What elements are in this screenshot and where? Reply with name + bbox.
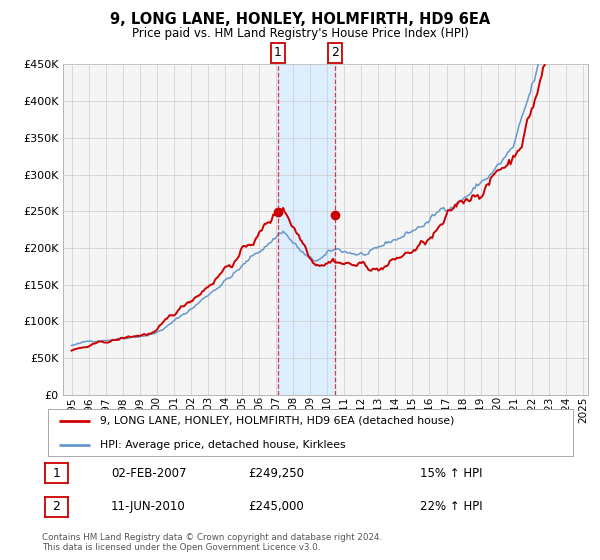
Text: 11-JUN-2010: 11-JUN-2010 [111,500,186,514]
Text: £249,250: £249,250 [248,466,304,480]
Text: 22% ↑ HPI: 22% ↑ HPI [420,500,482,514]
Text: This data is licensed under the Open Government Licence v3.0.: This data is licensed under the Open Gov… [42,543,320,552]
Text: 2: 2 [331,46,338,59]
Text: Contains HM Land Registry data © Crown copyright and database right 2024.: Contains HM Land Registry data © Crown c… [42,533,382,542]
Text: HPI: Average price, detached house, Kirklees: HPI: Average price, detached house, Kirk… [101,440,346,450]
Text: 9, LONG LANE, HONLEY, HOLMFIRTH, HD9 6EA: 9, LONG LANE, HONLEY, HOLMFIRTH, HD9 6EA [110,12,490,27]
Text: £245,000: £245,000 [248,500,304,514]
Text: 9, LONG LANE, HONLEY, HOLMFIRTH, HD9 6EA (detached house): 9, LONG LANE, HONLEY, HOLMFIRTH, HD9 6EA… [101,416,455,426]
Text: 15% ↑ HPI: 15% ↑ HPI [420,466,482,480]
Text: 1: 1 [52,466,61,480]
Text: 2: 2 [52,500,61,514]
Text: 02-FEB-2007: 02-FEB-2007 [111,466,187,480]
Text: 1: 1 [274,46,281,59]
Text: Price paid vs. HM Land Registry's House Price Index (HPI): Price paid vs. HM Land Registry's House … [131,27,469,40]
Bar [278,64,335,395]
